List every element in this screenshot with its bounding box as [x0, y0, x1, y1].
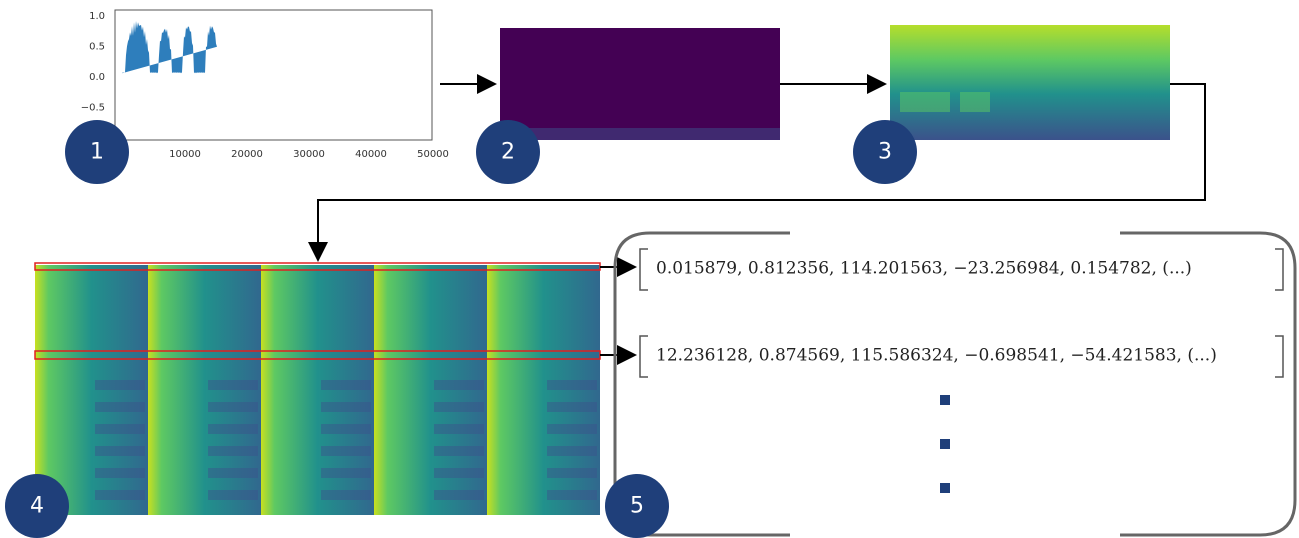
spectrogram-band: [95, 402, 145, 412]
spectrogram-band: [208, 424, 258, 434]
spectrogram-band: [95, 446, 145, 456]
spectrogram-band: [434, 424, 484, 434]
spectrogram-band: [547, 424, 597, 434]
spectrogram-band: [547, 402, 597, 412]
spectrogram-band: [321, 424, 371, 434]
y-tick-label: 0.0: [89, 72, 105, 83]
step-number: 3: [878, 140, 892, 165]
ellipsis-dot: [940, 395, 950, 405]
spectrogram-band: [321, 402, 371, 412]
spectrogram-band: [321, 380, 371, 390]
step-number: 5: [630, 494, 644, 519]
spectrogram-band: [321, 446, 371, 456]
spectrogram-blob: [900, 92, 950, 112]
spectrogram-band: [208, 446, 258, 456]
y-tick-label: 0.5: [89, 42, 105, 53]
spectrogram-band: [95, 490, 145, 500]
spectrogram-band: [208, 380, 258, 390]
ellipsis-dot: [940, 439, 950, 449]
spectrogram-band: [95, 424, 145, 434]
spectrogram-band: [95, 468, 145, 478]
spectrogram-band: [434, 446, 484, 456]
diagram: 1.0 0.5 0.0 −0.5 10000 20000 30000 40000 50000 0…: [0, 0, 1299, 538]
spectrogram-band: [208, 402, 258, 412]
step-number: 4: [30, 494, 44, 519]
spectrogram: [500, 28, 780, 140]
step-number: 2: [501, 140, 515, 165]
spectrogram-band: [321, 468, 371, 478]
spectrogram-band: [95, 380, 145, 390]
plot-frame: [115, 10, 432, 140]
spectrogram-blob: [960, 92, 990, 112]
ellipsis-dot: [940, 483, 950, 493]
x-tick-label: 50000: [417, 149, 449, 160]
spectrogram: [890, 25, 1170, 140]
spectrogram-band: [547, 490, 597, 500]
spectrogram-band: [434, 402, 484, 412]
y-tick-label: −0.5: [81, 103, 105, 114]
x-tick-label: 30000: [293, 149, 325, 160]
spectrogram-band: [547, 380, 597, 390]
vector-row: 12.236128, 0.874569, 115.586324, −0.6985…: [656, 346, 1217, 366]
spectrogram-band: [208, 490, 258, 500]
x-tick-label: 20000: [231, 149, 263, 160]
spectrogram-band: [547, 468, 597, 478]
spectrogram-band: [434, 490, 484, 500]
spectrogram-band: [547, 446, 597, 456]
spectrogram-band: [208, 468, 258, 478]
step-number: 1: [90, 140, 104, 165]
spectrogram-band: [434, 468, 484, 478]
spectrogram-band: [434, 380, 484, 390]
x-tick-label: 40000: [355, 149, 387, 160]
spectrogram-band: [321, 490, 371, 500]
vector-row: 0.015879, 0.812356, 114.201563, −23.2569…: [656, 259, 1192, 279]
x-tick-label: 10000: [169, 149, 201, 160]
y-tick-label: 1.0: [89, 11, 105, 22]
spectrogram-band: [500, 128, 780, 140]
